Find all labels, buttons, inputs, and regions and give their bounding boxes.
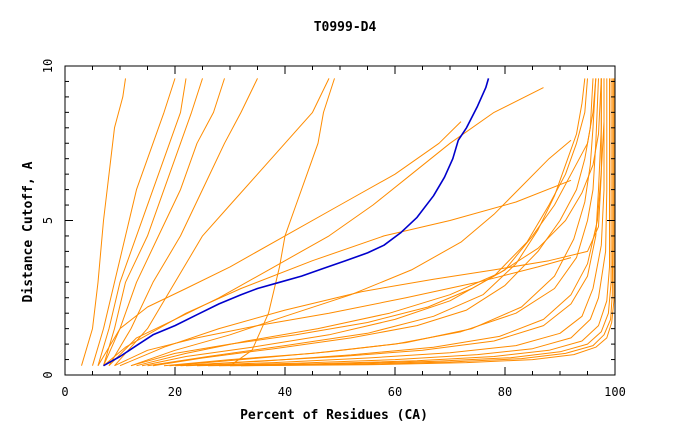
series-line-23 [229,78,614,367]
series-line-11 [108,87,544,367]
y-tick-label: 0 [41,371,55,378]
x-tick-label: 20 [168,385,182,399]
series-line-12 [103,179,572,367]
series-line-highlighted [103,78,490,367]
x-tick-label: 60 [388,385,402,399]
series-line-19 [185,78,605,367]
series-line-7 [108,78,258,366]
series-line-25 [130,139,572,367]
series-line-15 [141,78,588,367]
x-axis-label: Percent of Residues (CA) [240,408,428,423]
x-tick-label: 80 [498,385,512,399]
chart-title: T0999-D4 [314,20,377,35]
x-tick-label: 0 [61,385,68,399]
series-line-21 [207,78,610,367]
series-line-14 [130,78,597,367]
series-line-18 [174,78,602,367]
series-line-3 [92,78,176,366]
series-line-20 [196,78,608,367]
series-line-30 [180,78,605,367]
series-line-16 [152,78,594,367]
series-line-9 [229,78,335,367]
series-line-27 [147,78,586,367]
series-line-2 [81,78,126,366]
series-line-28 [169,78,597,367]
series-line-5 [103,78,203,366]
series-line-10 [97,121,462,366]
x-tick-label: 100 [604,385,626,399]
series-line-8 [114,78,330,367]
y-axis-label: Distance Cutoff, A [21,161,36,302]
series-line-26 [119,78,602,367]
series-line-6 [103,78,225,366]
axis-ticks: 0 20 40 60 80 100 0 5 10 [41,59,626,399]
series-line-22 [218,78,612,367]
plot-lines [81,78,615,367]
x-tick-label: 40 [278,385,292,399]
series-line-29 [136,78,602,367]
series-line-13 [114,257,572,367]
y-tick-label: 5 [41,217,55,224]
series-line-4 [97,78,187,366]
y-tick-label: 10 [41,59,55,73]
